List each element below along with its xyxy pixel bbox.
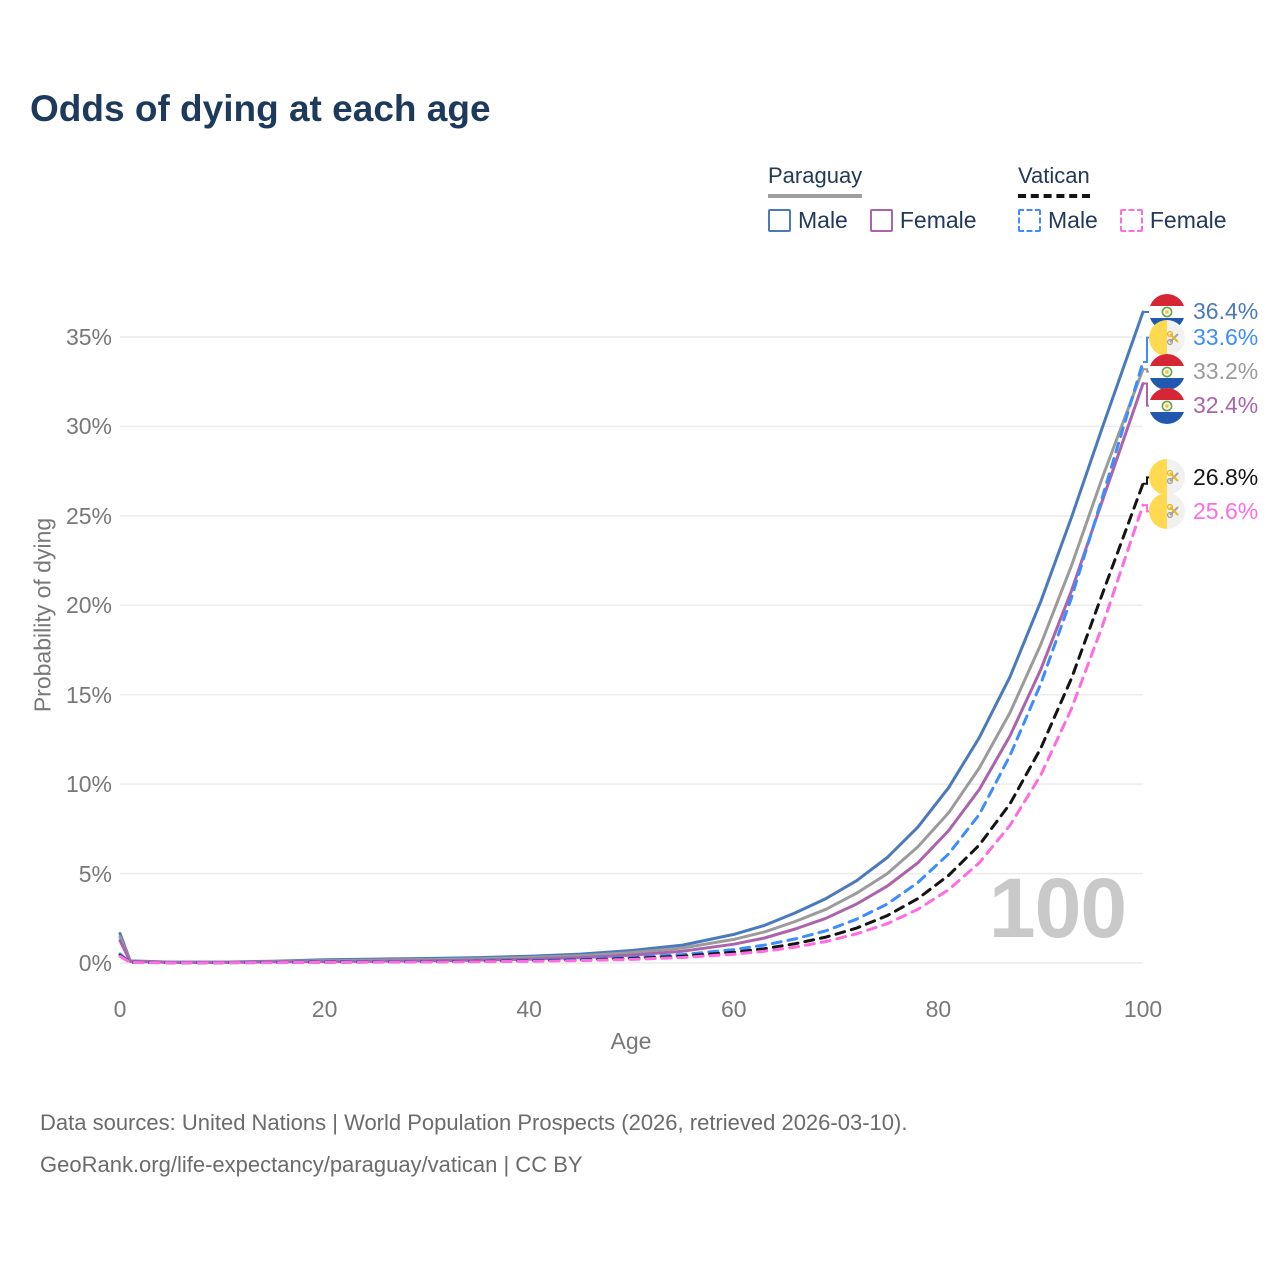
page-title: Odds of dying at each age [30,88,491,129]
label-connector-paraguay-female [1143,382,1151,407]
y-axis-title: Probability of dying [29,517,56,713]
vatican-male-swatch-icon [1018,209,1041,232]
legend-item-paraguay-female-label: Female [899,207,977,233]
end-label-vatican-female: 25.6% [1149,492,1258,530]
x-tick-label-40: 40 [516,996,542,1022]
vatican-flag-icon [1149,319,1185,356]
end-label-paraguay: 33.2% [1149,353,1258,391]
series-line-paraguay-female [118,382,1145,964]
x-tick-label-0: 0 [113,996,127,1022]
y-tick-label-20pct: 20% [65,592,112,619]
end-label-vatican-male: 33.6% [1149,319,1258,357]
end-label-paraguay-female: 32.4% [1149,387,1258,425]
end-label-value-vatican-male: 33.6% [1193,324,1259,351]
series-line-vatican [118,482,1145,965]
end-label-value-vatican-female: 25.6% [1193,497,1259,524]
label-connector-vatican [1143,476,1151,485]
legend-item-vatican-male-label: Male [1048,207,1098,233]
end-label-value-vatican: 26.8% [1193,463,1259,490]
x-tick-label-80: 80 [925,996,952,1022]
x-axis-title: Age [610,1028,652,1054]
data-sources-line: Data sources: United Nations | World Pop… [40,1110,908,1135]
y-tick-label-30pct: 30% [65,413,112,440]
label-connector-vatican-female [1143,504,1151,513]
y-tick-label-0pct: 0% [78,950,112,976]
paraguay-flag-icon [1149,353,1185,390]
y-tick-label-25pct: 25% [65,502,112,529]
series-line-vatican-male [118,360,1145,965]
x-tick-label-60: 60 [721,996,747,1022]
vatican-flag-icon [1149,459,1185,496]
legend-item-vatican-female[interactable]: Female [1119,207,1227,234]
end-label-value-paraguay-male: 36.4% [1193,298,1259,325]
legend-country-paraguay[interactable]: Paraguay [768,163,863,198]
end-label-value-paraguay: 33.2% [1193,358,1259,385]
legend-country-paraguay-label: Paraguay [768,163,863,188]
attribution-line: GeoRank.org/life-expectancy/paraguay/vat… [40,1152,583,1177]
vatican-flag-icon [1149,493,1185,530]
series-line-vatican-female [118,503,1145,965]
legend-item-paraguay-male-label: Male [798,207,848,233]
legend-item-vatican-male[interactable]: Male [1018,207,1098,234]
x-tick-label-100: 100 [1123,996,1163,1022]
y-tick-label-15pct: 15% [65,681,112,708]
age-counter-watermark: 100 [988,861,1127,955]
legend-item-paraguay-female[interactable]: Female [869,207,977,234]
paraguay-flag-icon [1149,387,1185,424]
label-connector-paraguay [1143,368,1151,373]
legend-country-vatican-label: Vatican [1018,163,1090,188]
paraguay-male-swatch-icon [768,209,791,232]
legend-group-vatican: Vatican Male Female [1018,163,1227,234]
y-tick-label-5pct: 5% [78,860,112,887]
legend-country-vatican[interactable]: Vatican [1018,163,1090,198]
y-tick-label-10pct: 10% [65,771,112,798]
paraguay-female-swatch-icon [869,209,893,232]
legend-item-paraguay-male[interactable]: Male [768,207,848,234]
x-tick-label-20: 20 [311,996,338,1022]
end-label-value-paraguay-female: 32.4% [1193,392,1259,419]
series-line-paraguay-male [118,310,1145,964]
legend-item-vatican-female-label: Female [1149,207,1227,233]
vatican-female-swatch-icon [1119,209,1143,232]
label-connector-vatican-male [1143,336,1151,363]
y-tick-label-35pct: 35% [65,324,112,350]
legend-group-paraguay: Paraguay Male Female [768,163,977,234]
end-label-vatican: 26.8% [1149,458,1258,496]
